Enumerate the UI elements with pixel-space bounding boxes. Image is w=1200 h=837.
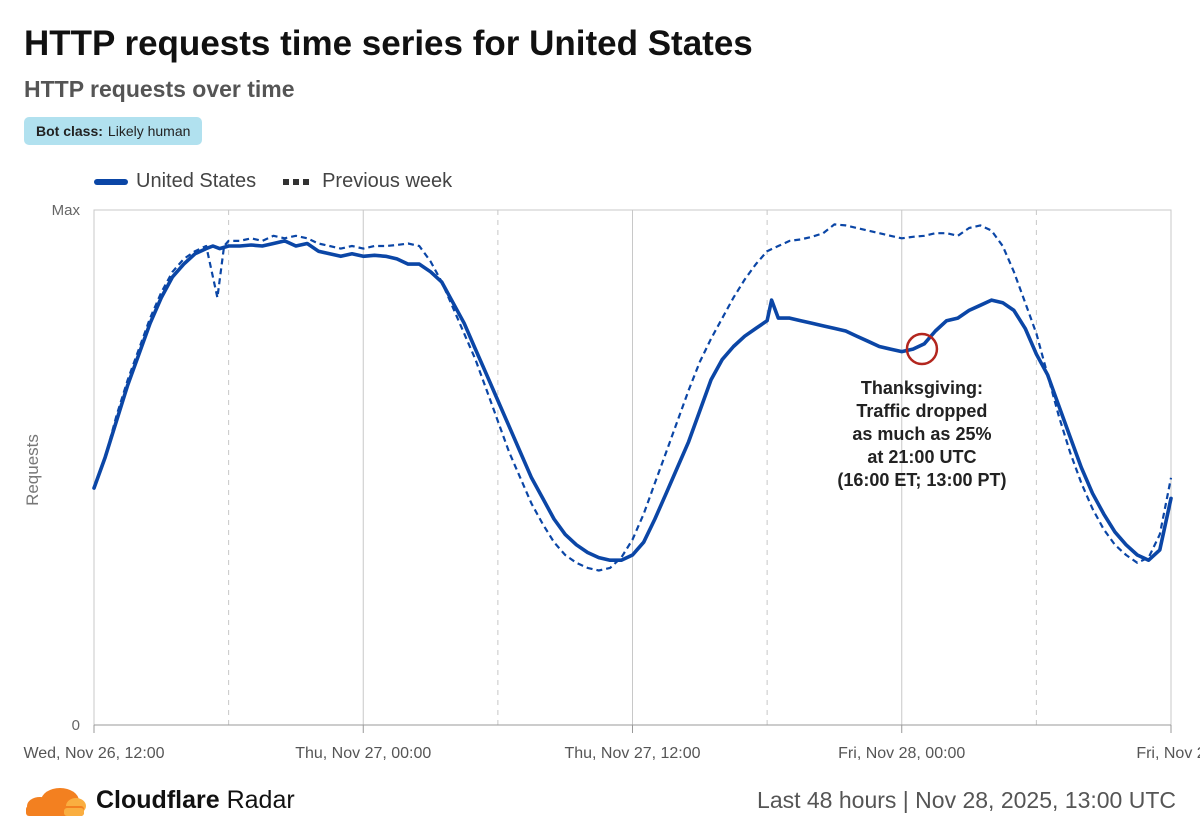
legend-item-united-states[interactable]: United States xyxy=(94,170,256,193)
cloudflare-radar-logo[interactable]: Cloudflare Radar xyxy=(24,784,295,816)
x-tick-label: Fri, Nov 28, 00:00 xyxy=(838,745,965,762)
annotation-text-line: at 21:00 UTC xyxy=(867,447,976,467)
time-range-label: Last 48 hours xyxy=(757,787,897,813)
chart-title: HTTP requests time series for United Sta… xyxy=(24,24,753,63)
time-range-timestamp: Nov 28, 2025, 13:00 UTC xyxy=(915,787,1176,813)
annotation-text-line: as much as 25% xyxy=(852,424,991,444)
x-tick-label: Wed, Nov 26, 12:00 xyxy=(23,745,164,762)
y-axis-label: Requests xyxy=(23,434,42,506)
badge-key: Bot class: xyxy=(36,123,103,139)
y-tick-label: 0 xyxy=(72,717,80,734)
y-tick-label: Max xyxy=(52,202,81,219)
brand-name-rest: Radar xyxy=(226,785,295,814)
time-range-separator: | xyxy=(902,787,909,813)
brand-name-bold: Cloudflare xyxy=(96,785,220,814)
time-range-info: Last 48 hours | Nov 28, 2025, 13:00 UTC xyxy=(757,787,1176,814)
line-chart: Wed, Nov 26, 12:00 Thu, Nov 27, 00:00 Thu,… xyxy=(23,202,1200,762)
bot-class-badge[interactable]: Bot class: Likely human xyxy=(24,117,203,145)
cloudflare-cloud-icon xyxy=(26,788,86,816)
legend-solid-line-icon xyxy=(94,178,128,185)
legend-dashed-line-icon xyxy=(283,178,312,185)
legend-label-united-states: United States xyxy=(136,170,257,192)
annotation-text-line: Traffic dropped xyxy=(856,401,987,421)
chart-legend: United States Previous week xyxy=(94,170,452,193)
annotation-text-line: (16:00 ET; 13:00 PT) xyxy=(837,470,1006,490)
series-line-united-states xyxy=(92,239,1173,562)
annotation-highlight-circle xyxy=(905,332,939,366)
legend-label-previous-week: Previous week xyxy=(322,170,453,192)
x-tick-label: Fri, Nov 2 xyxy=(1136,745,1200,762)
legend-item-previous-week[interactable]: Previous week xyxy=(280,170,452,193)
annotation-text-line: Thanksgiving: xyxy=(861,378,983,398)
x-tick-label: Thu, Nov 27, 12:00 xyxy=(564,745,700,762)
x-tick-label: Thu, Nov 27, 00:00 xyxy=(295,745,431,762)
series-line-previous-week xyxy=(92,223,1173,572)
badge-value: Likely human xyxy=(107,123,191,139)
chart-subtitle: HTTP requests over time xyxy=(24,76,295,102)
